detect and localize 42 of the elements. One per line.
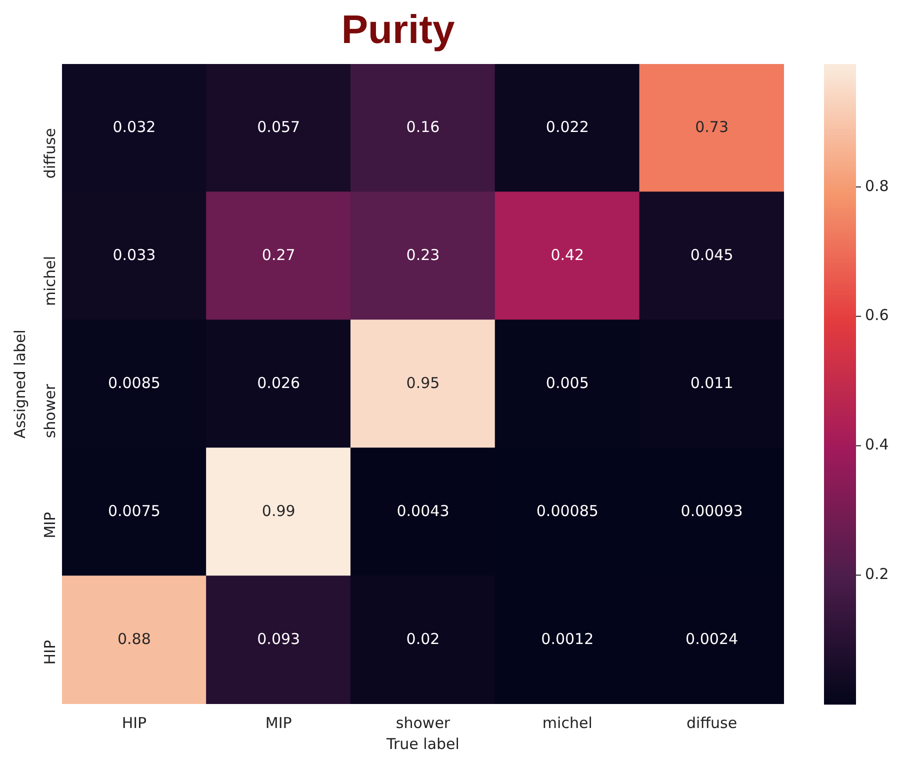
data-label: 0.0024 [686, 630, 738, 648]
data-label: 0.00085 [536, 502, 598, 520]
x-axis-title: True label [386, 734, 460, 753]
data-label: 0.045 [690, 246, 734, 264]
data-label: 0.23 [406, 246, 440, 264]
data-label: 0.022 [546, 118, 589, 136]
color-bar-label: 0.2 [865, 565, 889, 584]
data-label: 0.16 [406, 118, 440, 136]
data-label: 0.99 [262, 502, 296, 520]
data-label: 0.88 [117, 630, 151, 648]
y-tick-label: MIP [40, 512, 59, 538]
color-bar-label: 0.8 [865, 176, 889, 195]
x-tick-label: michel [542, 714, 592, 732]
data-label: 0.0085 [108, 374, 160, 392]
y-axis-title: Assigned label [10, 330, 29, 438]
color-bar-label: 0.6 [865, 306, 889, 324]
data-label: 0.00093 [680, 502, 743, 520]
data-label: 0.0043 [396, 502, 450, 520]
chart-title: Purity [341, 8, 456, 52]
x-tick-label: diffuse [686, 714, 738, 732]
data-label: 0.005 [546, 374, 589, 392]
y-tick-label: HIP [40, 640, 59, 665]
data-label: 0.093 [257, 630, 300, 648]
data-label: 0.02 [406, 630, 440, 648]
data-label: 0.27 [262, 246, 296, 264]
y-tick-label: diffuse [40, 128, 59, 179]
data-label: 0.42 [550, 246, 584, 264]
data-label: 0.057 [257, 118, 300, 136]
x-tick-label: MIP [265, 714, 292, 732]
data-label: 0.0012 [541, 630, 594, 648]
data-label: 0.011 [690, 374, 734, 392]
data-label: 0.73 [695, 118, 729, 136]
data-label: 0.026 [257, 374, 300, 392]
data-label: 0.033 [112, 246, 156, 264]
data-label: 0.0075 [108, 502, 160, 520]
color-bar-label: 0.4 [865, 436, 889, 454]
x-tick-label: shower [396, 714, 451, 732]
data-label: 0.95 [406, 374, 440, 392]
data-label: 0.032 [112, 118, 156, 136]
x-tick-label: HIP [122, 714, 147, 732]
y-tick-label: michel [40, 256, 59, 306]
y-tick-label: shower [40, 383, 59, 438]
